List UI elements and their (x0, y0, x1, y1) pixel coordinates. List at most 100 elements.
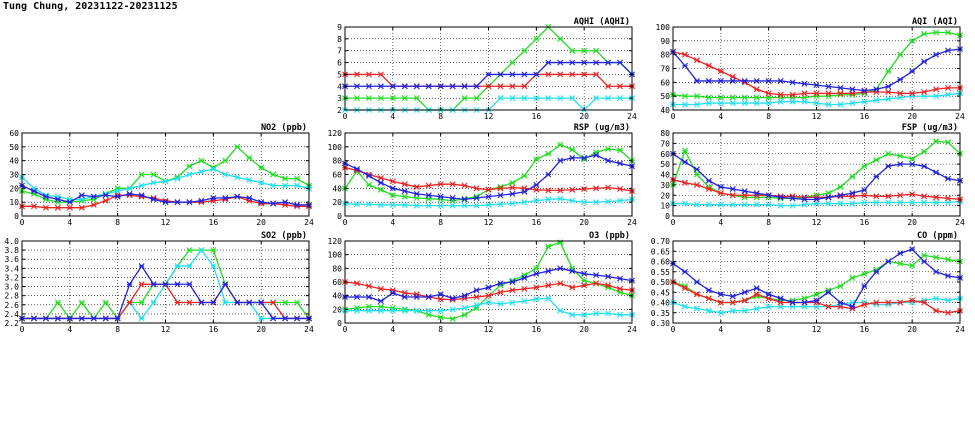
aqi-line-red (672, 51, 960, 96)
so2-xtick-label: 8 (115, 325, 120, 334)
so2-point-green-14 (186, 247, 193, 254)
no2-ytick-label: 30 (9, 171, 19, 180)
so2-xtick-label: 16 (209, 325, 219, 334)
no2-series-green (19, 143, 312, 206)
rsp-point-blue-10 (461, 196, 468, 203)
no2-point-cyan-23 (294, 182, 301, 189)
aqhi-point-blue-7 (425, 83, 432, 90)
o3-point-red-20 (581, 282, 588, 289)
rsp-ytick-label: 0 (337, 212, 342, 221)
co-point-red-21 (921, 299, 928, 306)
fsp-point-green-19 (897, 152, 904, 159)
rsp-xtick-label: 8 (438, 218, 443, 227)
aqi-point-cyan-16 (861, 98, 868, 105)
fsp-point-green-1 (681, 147, 688, 154)
aqhi-point-blue-16 (533, 71, 540, 78)
so2-point-blue-17 (222, 281, 229, 288)
fsp-point-green-18 (885, 150, 892, 157)
no2-point-cyan-18 (234, 174, 241, 181)
fsp-point-blue-14 (837, 192, 844, 199)
no2-point-cyan-13 (174, 175, 181, 182)
o3-xtick-label: 4 (390, 325, 395, 334)
aqi-xtick-label: 20 (907, 112, 917, 121)
rsp-point-red-21 (593, 185, 600, 192)
co-point-red-18 (885, 299, 892, 306)
o3-point-cyan-7 (425, 307, 432, 314)
aqi-chart-title: AQI (AQI) (912, 17, 958, 27)
aqhi-point-cyan-14 (509, 95, 516, 102)
rsp-point-blue-3 (377, 179, 384, 186)
rsp-point-red-10 (461, 182, 468, 189)
aqi-point-green-2 (693, 93, 700, 100)
aqhi-ytick-label: 2 (337, 106, 342, 115)
o3-point-red-1 (353, 280, 360, 287)
o3-point-blue-19 (569, 268, 576, 275)
co-point-blue-22 (933, 268, 940, 275)
co-xtick-label: 12 (812, 325, 822, 334)
o3-point-red-6 (413, 291, 420, 298)
rsp-point-green-5 (401, 193, 408, 200)
aqhi-point-red-1 (353, 71, 360, 78)
o3-point-red-15 (521, 285, 528, 292)
aqhi-point-green-1 (353, 95, 360, 102)
aqi-point-green-4 (717, 94, 724, 101)
aqhi-point-blue-3 (377, 83, 384, 90)
so2-point-blue-20 (258, 299, 265, 306)
no2-point-red-1 (30, 203, 37, 210)
co-point-blue-8 (765, 291, 772, 298)
co-point-cyan-7 (753, 305, 760, 312)
aqi-point-cyan-13 (825, 101, 832, 108)
aqhi-point-green-21 (593, 47, 600, 54)
so2-point-cyan-10 (138, 315, 145, 322)
rsp-point-green-2 (365, 181, 372, 188)
o3-point-blue-3 (377, 298, 384, 305)
co-point-blue-21 (921, 258, 928, 265)
rsp-point-green-8 (437, 196, 444, 203)
so2-ytick-label: 3.4 (5, 264, 20, 273)
no2-point-blue-16 (210, 195, 217, 202)
o3-point-red-2 (365, 283, 372, 290)
co-point-red-19 (897, 299, 904, 306)
fsp-point-cyan-9 (777, 202, 784, 209)
o3-point-blue-13 (497, 280, 504, 287)
co-point-blue-19 (897, 250, 904, 257)
fsp-point-red-20 (909, 191, 916, 198)
rsp-point-blue-23 (617, 160, 624, 167)
aqhi-point-red-15 (521, 83, 528, 90)
rsp-point-red-6 (413, 183, 420, 190)
aqhi-point-green-15 (521, 47, 528, 54)
rsp-point-green-16 (533, 156, 540, 163)
o3-point-blue-1 (353, 294, 360, 301)
o3-point-blue-21 (593, 272, 600, 279)
no2-point-green-20 (258, 164, 265, 171)
aqhi-chart-title: AQHI (AQHI) (574, 17, 630, 27)
no2-point-cyan-16 (210, 165, 217, 172)
rsp-point-cyan-19 (569, 197, 576, 204)
o3-point-cyan-17 (545, 295, 552, 302)
co-point-red-7 (753, 291, 760, 298)
so2-xtick-label: 0 (20, 325, 25, 334)
aqhi-point-green-16 (533, 35, 540, 42)
no2-point-cyan-9 (126, 185, 133, 192)
aqi-point-red-10 (789, 91, 796, 98)
o3-point-cyan-14 (509, 299, 516, 306)
aqi-point-green-6 (741, 94, 748, 101)
aqhi-point-blue-9 (449, 83, 456, 90)
co-point-blue-7 (753, 285, 760, 292)
aqhi-xtick-label: 4 (390, 112, 395, 121)
so2-point-blue-7 (102, 315, 109, 322)
rsp-point-red-9 (449, 181, 456, 188)
rsp-point-red-14 (509, 184, 516, 191)
fsp-point-blue-2 (693, 166, 700, 173)
aqhi-point-blue-17 (545, 59, 552, 66)
o3-point-blue-6 (413, 294, 420, 301)
so2-point-blue-5 (78, 315, 85, 322)
rsp-point-green-14 (509, 179, 516, 186)
o3-point-green-20 (581, 277, 588, 284)
o3-point-cyan-13 (497, 300, 504, 307)
rsp-chart: 0 4 8 12 16 20 24 0 20 40 60 80 100 120 RSP (ug/m3) (328, 123, 637, 227)
aqhi-point-red-12 (485, 83, 492, 90)
aqi-point-cyan-2 (693, 101, 700, 108)
aqhi-point-blue-14 (509, 71, 516, 78)
aqhi-point-red-2 (365, 71, 372, 78)
